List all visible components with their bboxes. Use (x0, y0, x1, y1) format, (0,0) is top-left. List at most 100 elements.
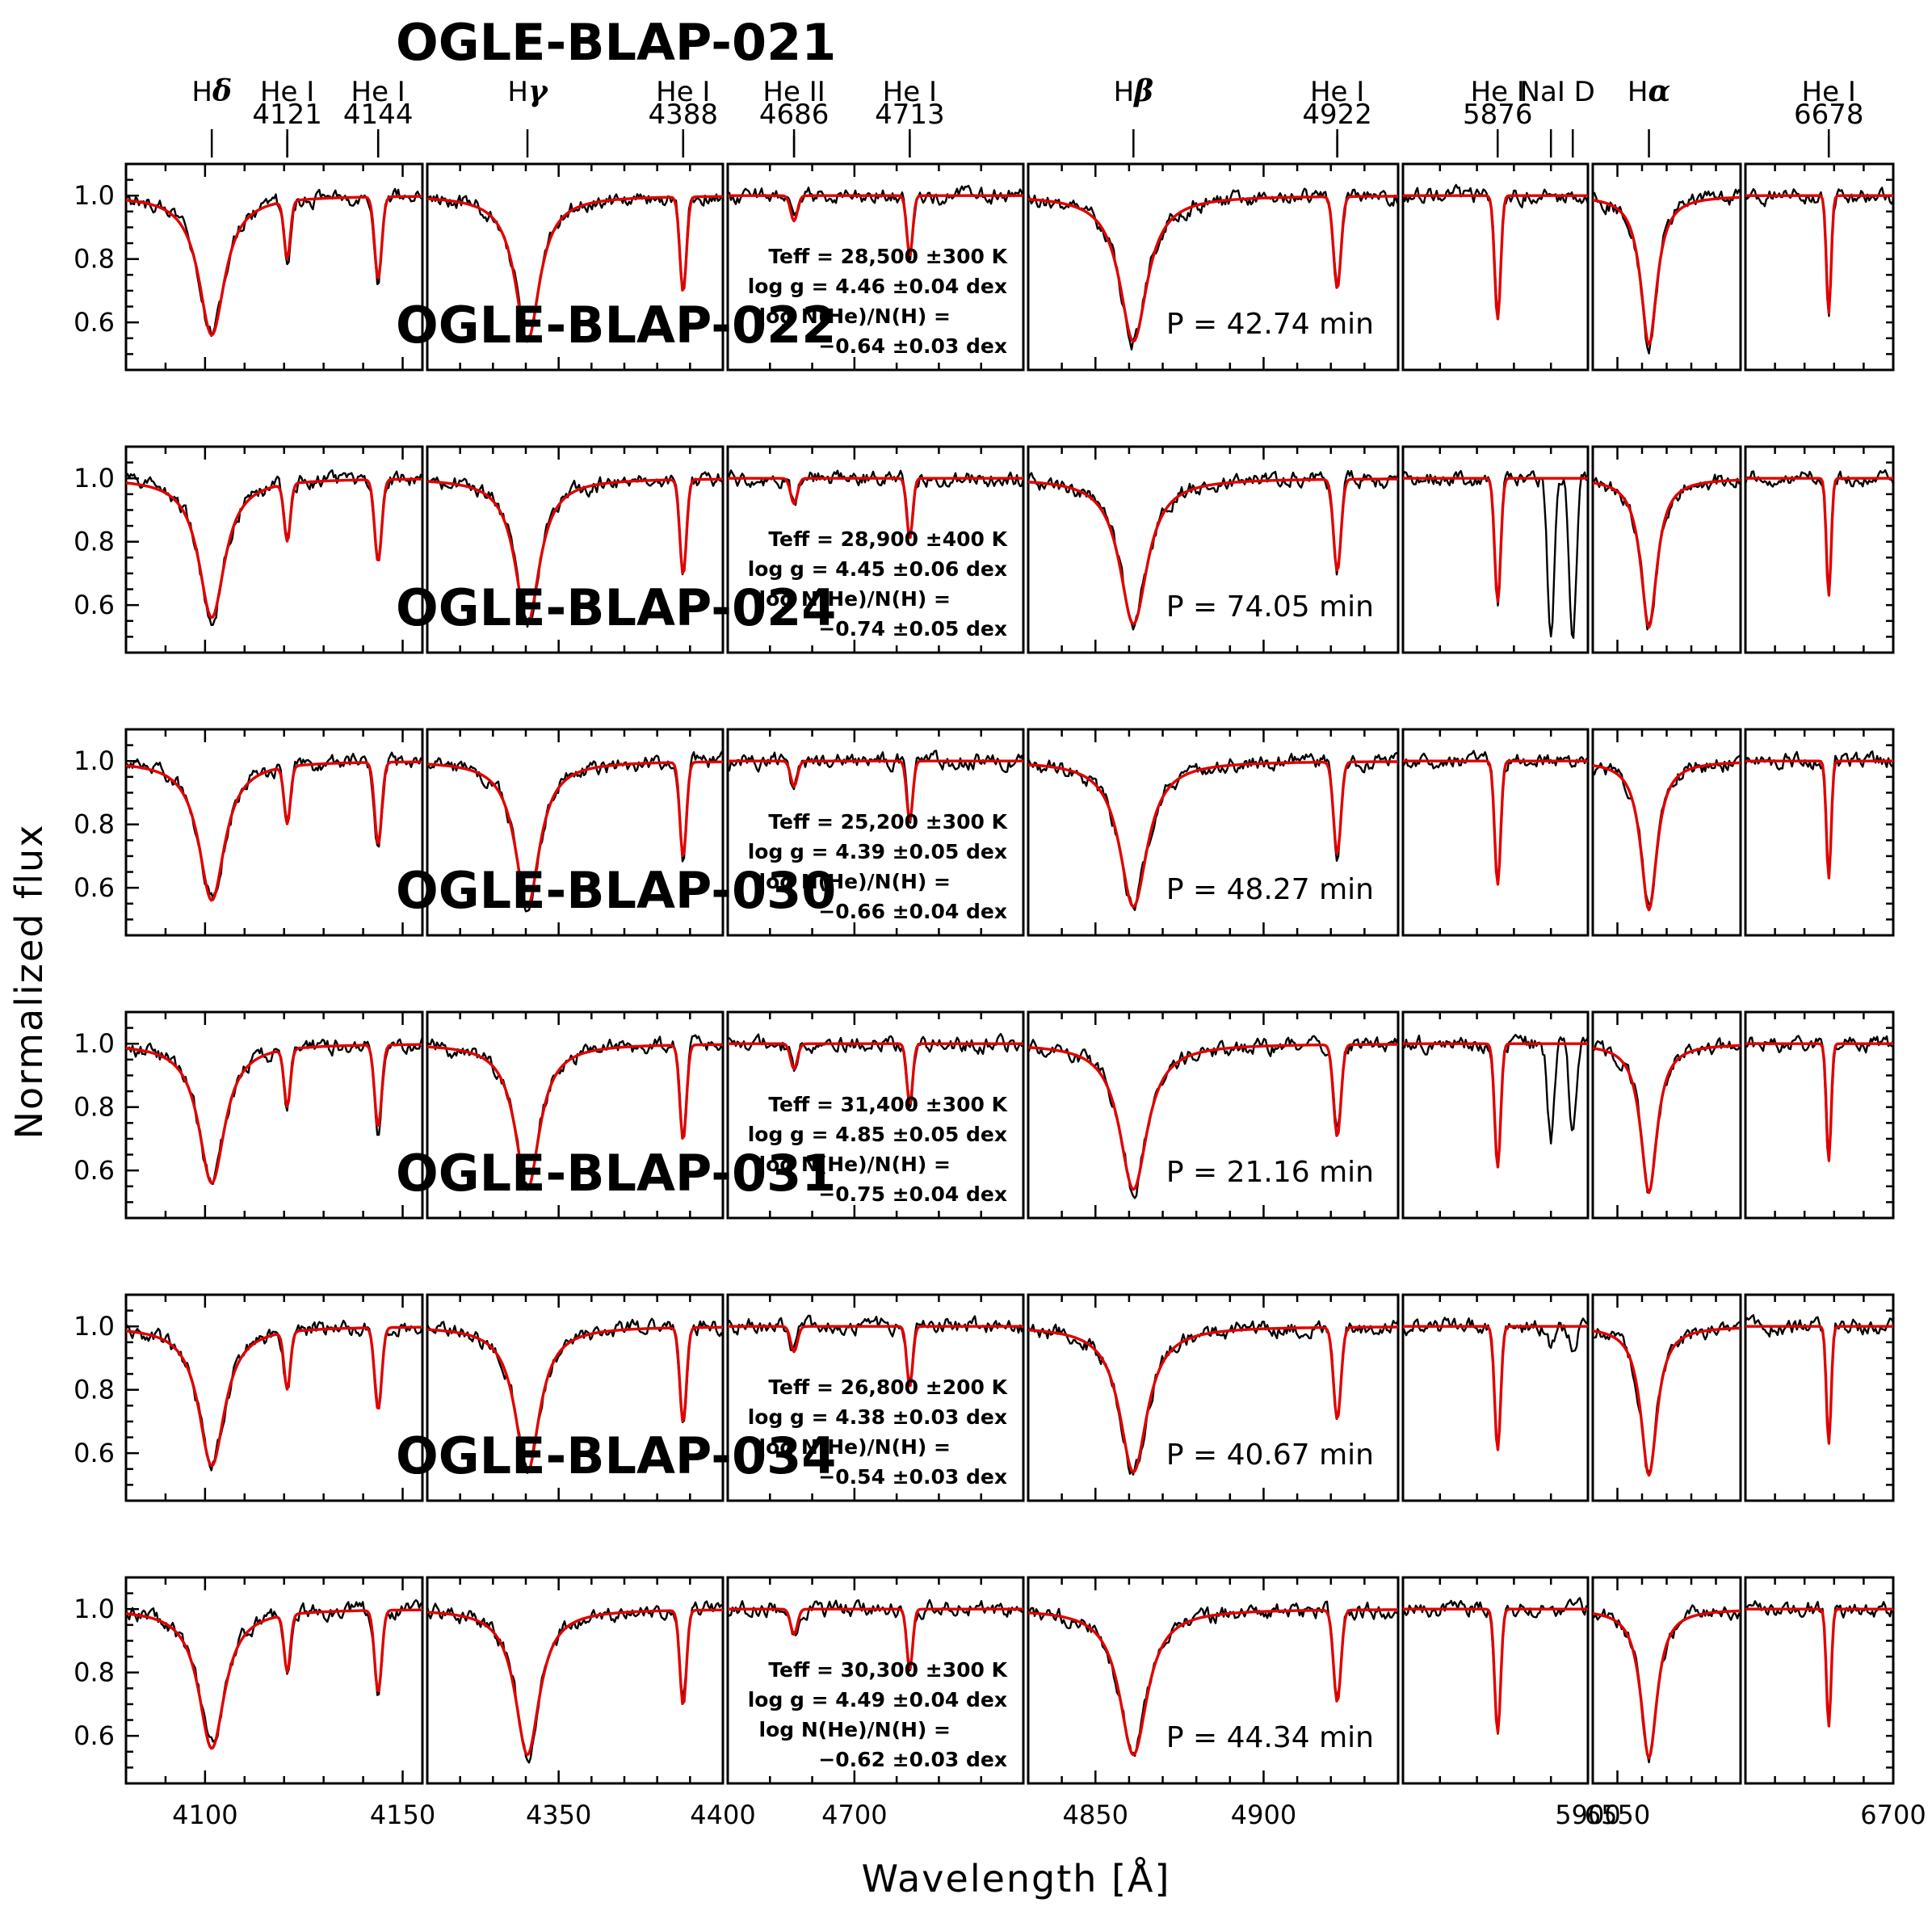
period-value: P = 40.67 min (1166, 1438, 1374, 1472)
panel-frame (1744, 728, 1895, 937)
period-value: P = 21.16 min (1166, 1156, 1374, 1189)
row-ogle-blap-021: OGLE-BLAP-021 0.6 0.8 1.0 Teff = 28,500 ±300… (74, 13, 1895, 372)
model-spectrum (125, 1325, 422, 1468)
row-ogle-blap-031: OGLE-BLAP-031 0.6 0.8 1.0 Teff = 26,800 ±200… (74, 1144, 1895, 1502)
observed-spectrum (726, 750, 1025, 824)
model-spectrum (728, 194, 1023, 257)
parameters: Teff = 26,800 ±200 K log g = 4.38 ±0.03 d… (748, 1376, 1009, 1489)
panel-frame (426, 162, 724, 372)
model-spectrum (125, 1043, 422, 1185)
panel-w3 (726, 445, 1025, 654)
panel-frame (1401, 1576, 1590, 1785)
panel-w7: 6700 (1744, 1576, 1926, 1830)
panel-frame (1401, 162, 1590, 372)
panel-w2 (426, 728, 724, 937)
period-value: P = 42.74 min (1166, 308, 1374, 341)
x-tick-label: 4150 (370, 1800, 435, 1830)
star-title: OGLE-BLAP-022 (396, 296, 836, 355)
panel-frame (1027, 1576, 1400, 1785)
panel-frame (1027, 728, 1400, 937)
logg-value: log g = 4.85 ±0.05 dex (748, 1123, 1007, 1146)
panel-frame (124, 1576, 424, 1785)
panel-w7 (1744, 1293, 1895, 1502)
panel-w3 (726, 1293, 1025, 1502)
panel-w1: 0.6 0.8 1.0 (74, 1010, 424, 1220)
period-value: P = 48.27 min (1166, 873, 1374, 906)
logn-value: −0.64 ±0.03 dex (818, 334, 1007, 358)
observed-spectrum (1745, 1600, 1894, 1724)
panel-frame (1027, 1293, 1400, 1502)
he-wavelength: 5876 (1463, 99, 1533, 131)
logg-value: log g = 4.39 ±0.05 dex (748, 840, 1007, 863)
balmer-label: Hα (1628, 74, 1670, 108)
panel-w1: 0.6 0.8 1.0 (74, 162, 424, 372)
panel-w2 (426, 162, 724, 372)
model-spectrum (728, 1607, 1023, 1670)
na-label: NaI D (1520, 76, 1595, 108)
row-ogle-blap-024: OGLE-BLAP-024 0.6 0.8 1.0 Teff = 25,200 ±300… (74, 578, 1895, 937)
model-spectrum (1592, 1609, 1741, 1760)
panel-frame (1401, 445, 1590, 654)
panel-frame (124, 1293, 424, 1502)
observed-spectrum (726, 469, 1025, 537)
model-spectrum (1403, 759, 1588, 886)
panel-w2 (426, 1010, 724, 1220)
x-axis-label: Wavelength [Å] (862, 1857, 1171, 1900)
model-spectrum (1027, 195, 1398, 343)
observed-spectrum (1592, 1604, 1742, 1764)
he-wavelength: 4144 (343, 99, 414, 131)
panel-w6: 6550 (1585, 1576, 1742, 1830)
logg-value: log g = 4.45 ±0.06 dex (748, 557, 1007, 581)
parameters: Teff = 30,300 ±300 K log g = 4.49 ±0.04 d… (748, 1658, 1009, 1771)
panel-w6 (1591, 728, 1742, 937)
model-spectrum (426, 1325, 723, 1474)
panel-w2 (426, 445, 724, 654)
panel-w7 (1744, 162, 1895, 372)
logn-label: log N(He)/N(H) = (759, 304, 951, 328)
period-value: P = 74.05 min (1166, 590, 1374, 624)
model-spectrum (426, 477, 723, 626)
x-tick-label: 4100 (172, 1800, 237, 1830)
panel-frame (1591, 1010, 1742, 1220)
logn-value: −0.54 ±0.03 dex (818, 1465, 1007, 1489)
panel-frame (1744, 1293, 1895, 1502)
y-tick-label: 0.6 (74, 1720, 115, 1751)
observed-spectrum (1744, 1314, 1895, 1445)
model-spectrum (125, 1608, 422, 1750)
panel-w5 (1401, 445, 1590, 654)
teff-value: Teff = 31,400 ±300 K (768, 1093, 1008, 1116)
y-tick-label: 1.0 (74, 180, 115, 211)
line-label-11: Hα (1628, 74, 1670, 158)
y-tick-label: 0.6 (74, 590, 115, 620)
y-tick-label: 0.6 (74, 307, 115, 338)
panel-frame (1591, 1576, 1742, 1785)
y-tick-label: 0.6 (74, 872, 115, 903)
panel-frame (124, 728, 424, 937)
panel-w1: 0.6 0.8 1.0 4100 4150 (74, 1576, 435, 1830)
panel-w7 (1744, 445, 1895, 654)
logn-value: −0.74 ±0.05 dex (818, 617, 1007, 640)
panel-w4: 4850 4900 (1027, 1576, 1400, 1830)
panel-w4 (1027, 728, 1400, 937)
period-value: P = 44.34 min (1166, 1721, 1374, 1754)
axis-labels: Normalized flux Wavelength [Å] (7, 824, 1171, 1900)
panel-w1: 0.6 0.8 1.0 (74, 728, 424, 937)
model-spectrum (1745, 759, 1893, 880)
panel-frame (1027, 445, 1400, 654)
panel-frame (1591, 1293, 1742, 1502)
he-wavelength: 4713 (875, 99, 945, 131)
observed-spectrum (1592, 188, 1742, 355)
observed-spectrum (426, 471, 724, 628)
logn-value: −0.75 ±0.04 dex (818, 1182, 1007, 1206)
he-label: He I (1310, 76, 1364, 108)
panel-w5 (1401, 1293, 1590, 1502)
panel-w5 (1401, 728, 1590, 937)
he-label: He I (883, 76, 937, 108)
logn-label: log N(He)/N(H) = (759, 870, 951, 893)
observed-spectrum (125, 1036, 424, 1186)
model-spectrum (1027, 760, 1398, 909)
y-tick-label: 0.8 (74, 1375, 115, 1405)
observed-spectrum (1592, 1037, 1742, 1194)
model-spectrum (728, 477, 1023, 540)
